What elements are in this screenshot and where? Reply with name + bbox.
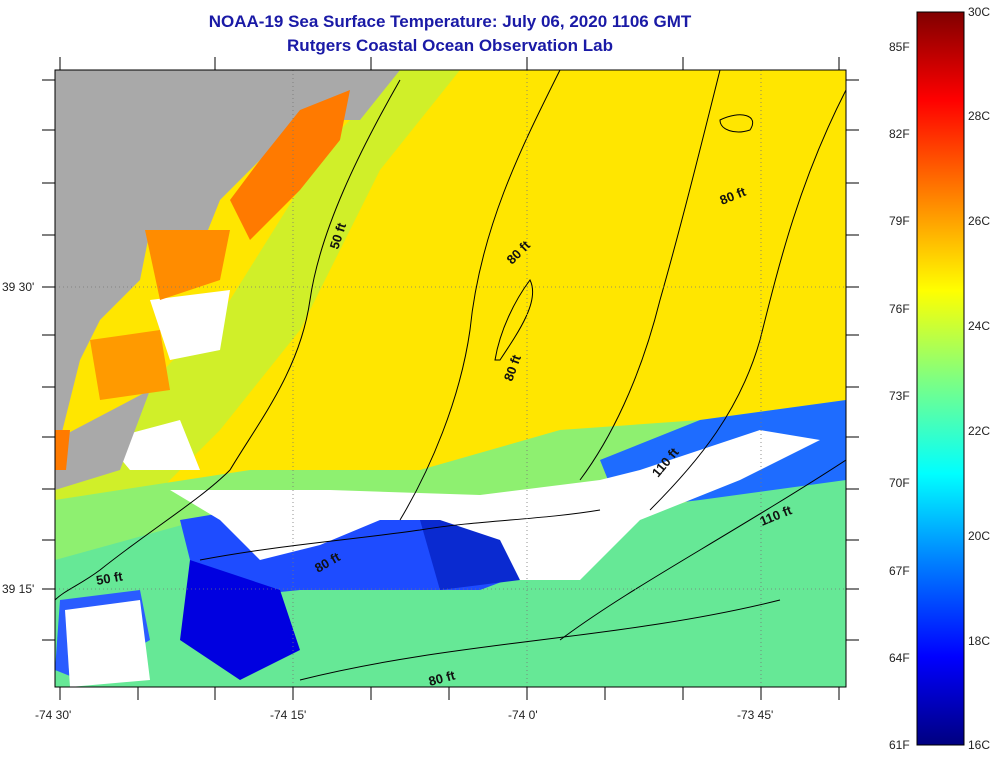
contour-label: 50 ft xyxy=(95,568,125,588)
svg-text:26C: 26C xyxy=(968,214,990,228)
svg-text:67F: 67F xyxy=(889,564,910,578)
lon-label-74-30: -74 30' xyxy=(35,708,71,722)
lon-label-74-0: -74 0' xyxy=(508,708,538,722)
title-line-2: Rutgers Coastal Ocean Observation Lab xyxy=(287,36,613,55)
lat-label-39-15: 39 15' xyxy=(2,582,34,596)
svg-text:30C: 30C xyxy=(968,5,990,19)
lat-label-39-30: 39 30' xyxy=(2,280,34,294)
title-line-1: NOAA-19 Sea Surface Temperature: July 06… xyxy=(208,12,692,31)
svg-text:79F: 79F xyxy=(889,214,910,228)
svg-text:64F: 64F xyxy=(889,651,910,665)
colorbar-celsius-labels: 30C 28C 26C 24C 22C 20C 18C 16C xyxy=(968,5,990,752)
lon-label-73-45: -73 45' xyxy=(737,708,773,722)
tick-marks xyxy=(42,57,859,700)
colorbar-fahrenheit-labels: 85F 82F 79F 76F 73F 70F 67F 64F 61F xyxy=(889,40,910,752)
svg-text:73F: 73F xyxy=(889,389,910,403)
svg-text:61F: 61F xyxy=(889,738,910,752)
svg-text:85F: 85F xyxy=(889,40,910,54)
svg-text:70F: 70F xyxy=(889,476,910,490)
svg-text:24C: 24C xyxy=(968,319,990,333)
sst-field xyxy=(55,70,846,687)
svg-text:22C: 22C xyxy=(968,424,990,438)
svg-text:76F: 76F xyxy=(889,302,910,316)
svg-text:82F: 82F xyxy=(889,127,910,141)
depth-contours xyxy=(55,70,846,681)
svg-text:20C: 20C xyxy=(968,529,990,543)
colorbar xyxy=(916,11,965,746)
svg-text:28C: 28C xyxy=(968,109,990,123)
contour-label: 80 ft xyxy=(427,667,457,689)
graticule xyxy=(55,70,846,687)
svg-text:18C: 18C xyxy=(968,634,990,648)
lon-label-74-15: -74 15' xyxy=(270,708,306,722)
svg-text:16C: 16C xyxy=(968,738,990,752)
plot-frame xyxy=(54,69,847,688)
